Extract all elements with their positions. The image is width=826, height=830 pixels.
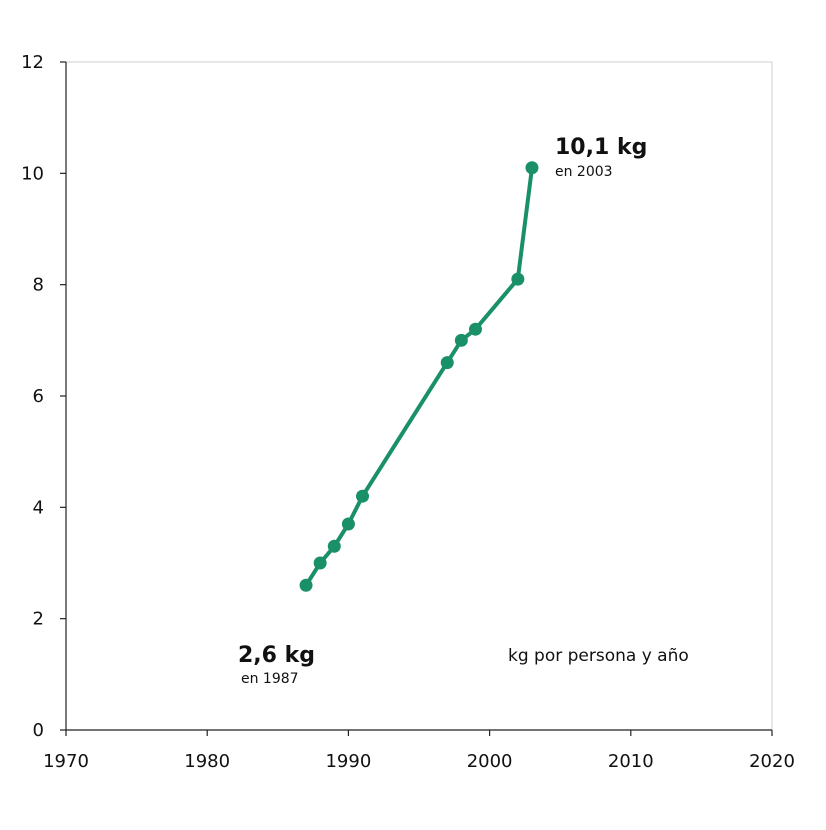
data-points: [299, 161, 539, 592]
unit-label: kg por persona y año: [508, 646, 689, 666]
x-tick-label: 1980: [184, 751, 230, 772]
x-tick-label: 2020: [749, 751, 795, 772]
data-point: [299, 578, 313, 592]
annotation-1987-value: 2,6 kg: [238, 643, 315, 668]
plot-frame: [65, 61, 773, 731]
y-tick-label: 0: [33, 720, 44, 741]
data-point: [313, 556, 327, 570]
data-point: [440, 356, 454, 370]
x-tick-label: 2000: [467, 751, 513, 772]
data-point: [511, 272, 525, 286]
y-tick-label: 6: [33, 386, 44, 407]
series-line: [304, 165, 534, 588]
y-tick-label: 12: [21, 52, 44, 73]
data-point: [468, 322, 482, 336]
y-tick-label: 4: [33, 497, 44, 518]
data-point: [525, 161, 539, 175]
data-point: [341, 517, 355, 531]
y-ticks: 0 2 4 6 8 10 12: [21, 52, 66, 741]
annotation-1987-year: en 1987: [241, 671, 299, 687]
x-ticks: 1970 1980 1990 2000 2010 2020: [43, 730, 795, 772]
x-tick-label: 1970: [43, 751, 89, 772]
x-tick-label: 2010: [608, 751, 654, 772]
annotation-2003-value: 10,1 kg: [555, 135, 647, 160]
y-tick-label: 10: [21, 163, 44, 184]
data-point: [454, 333, 468, 347]
x-tick-label: 1990: [325, 751, 371, 772]
data-point: [356, 489, 370, 503]
y-tick-label: 8: [33, 275, 44, 296]
y-tick-label: 2: [33, 609, 44, 630]
annotation-2003-year: en 2003: [555, 164, 613, 180]
data-point: [327, 539, 341, 553]
